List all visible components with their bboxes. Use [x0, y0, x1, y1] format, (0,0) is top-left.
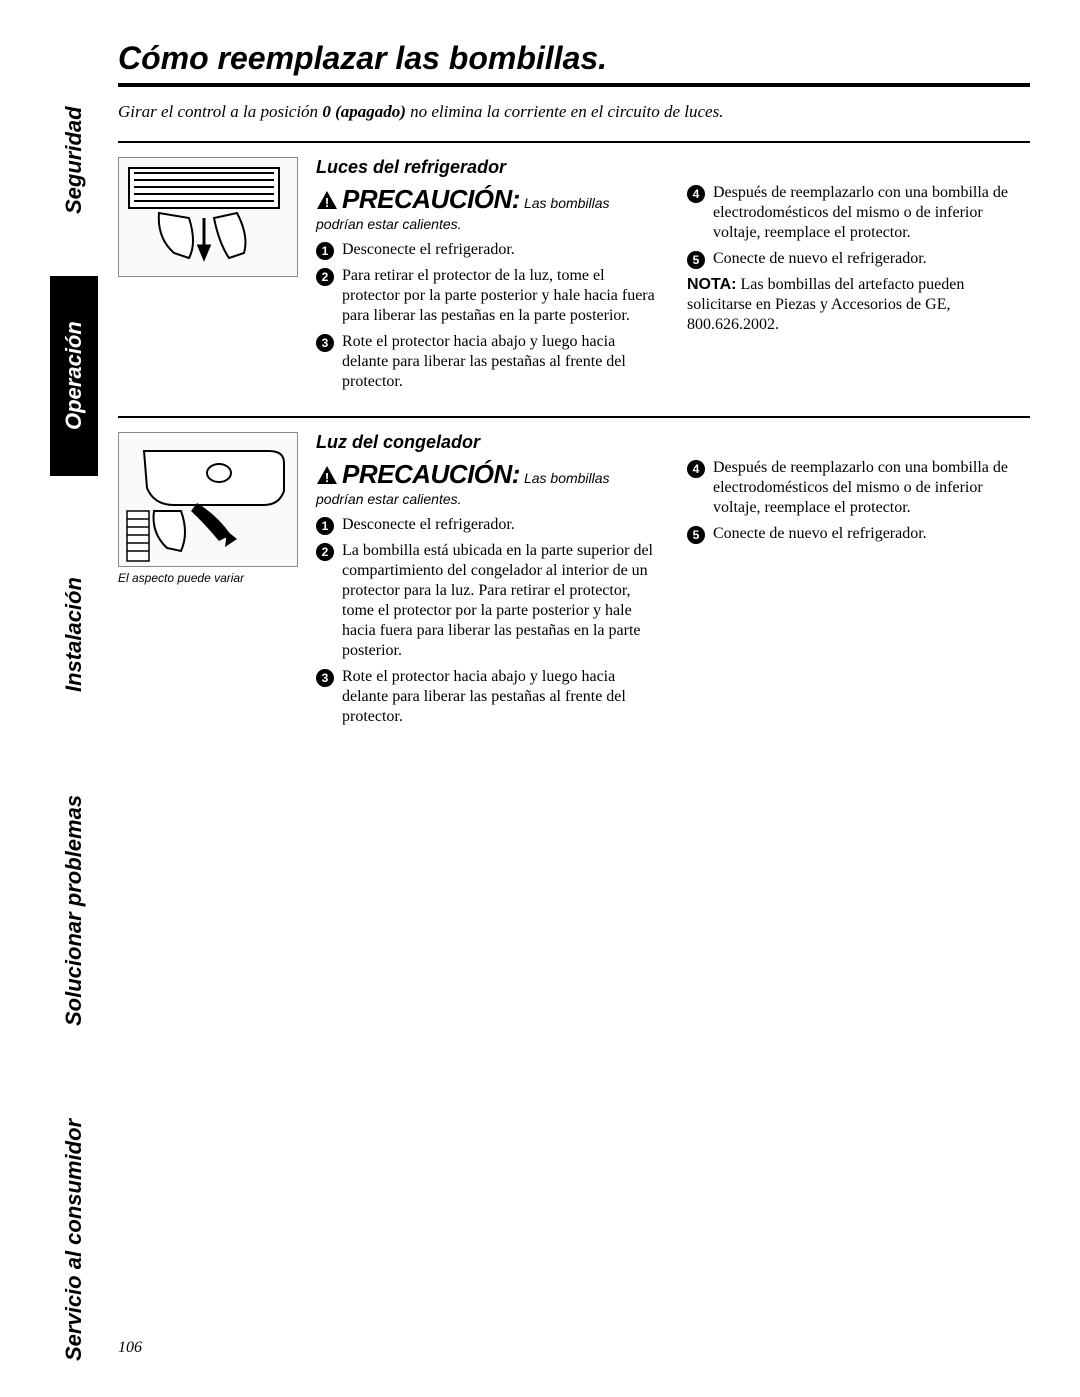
tab-seguridad: Seguridad	[50, 60, 98, 260]
step-5: 5 Conecte de nuevo el refrigerador.	[687, 249, 1030, 269]
content-area: Cómo reemplazar las bombillas. Girar el …	[118, 40, 1030, 733]
bullet-icon: 1	[316, 517, 334, 535]
bullet-icon: 2	[316, 543, 334, 561]
right-column: 4 Después de reemplazarlo con una bombill…	[687, 157, 1030, 398]
bullet-icon: 1	[316, 242, 334, 260]
svg-text:!: !	[325, 470, 329, 485]
step-text: Desconecte el refrigerador.	[342, 240, 515, 260]
step-text: Rote el protector hacia abajo y luego ha…	[342, 332, 659, 392]
intro-bold: 0 (apagado)	[322, 102, 406, 121]
section-heading: Luz del congelador	[316, 432, 659, 453]
bullet-icon: 3	[316, 334, 334, 352]
illustration-freezer-light	[118, 432, 298, 567]
step-text: Para retirar el protector de la luz, tom…	[342, 266, 659, 326]
left-column: Luces del refrigerador ! PRECAUCIÓN: Las…	[316, 157, 659, 398]
page-number: 106	[118, 1339, 142, 1357]
intro-before: Girar el control a la posición	[118, 102, 322, 121]
step-4: 4 Después de reemplazarlo con una bombill…	[687, 183, 1030, 243]
bullet-icon: 5	[687, 526, 705, 544]
caution-continuation: podrían estar calientes.	[316, 491, 659, 507]
note-label: NOTA:	[687, 276, 736, 293]
caution-line: ! PRECAUCIÓN: Las bombillas	[316, 461, 659, 489]
section-heading: Luces del refrigerador	[316, 157, 659, 178]
svg-text:!: !	[325, 195, 329, 210]
image-column: El aspecto puede variar	[118, 432, 298, 733]
warning-icon: !	[316, 465, 338, 489]
image-column	[118, 157, 298, 398]
step-2: 2 Para retirar el protector de la luz, to…	[316, 266, 659, 326]
tab-label: Instalación	[61, 578, 87, 693]
bullet-icon: 4	[687, 460, 705, 478]
tab-operacion: Operación	[50, 276, 98, 476]
step-4: 4 Después de reemplazarlo con una bombill…	[687, 458, 1030, 518]
tab-label: Servicio al consumidor	[61, 1119, 87, 1361]
bullet-icon: 4	[687, 185, 705, 203]
left-column: Luz del congelador ! PRECAUCIÓN: Las bom…	[316, 432, 659, 733]
step-1: 1 Desconecte el refrigerador.	[316, 240, 659, 260]
bullet-icon: 3	[316, 669, 334, 687]
step-text: Conecte de nuevo el refrigerador.	[713, 249, 927, 269]
tab-instalacion: Instalación	[50, 540, 98, 730]
intro-text: Girar el control a la posición 0 (apagad…	[118, 101, 1030, 123]
warning-icon: !	[316, 190, 338, 214]
step-5: 5 Conecte de nuevo el refrigerador.	[687, 524, 1030, 544]
caution-word: PRECAUCIÓN:	[342, 459, 520, 489]
section-rule	[118, 141, 1030, 143]
page-title: Cómo reemplazar las bombillas.	[118, 40, 1030, 77]
step-text: La bombilla está ubicada en la parte sup…	[342, 541, 659, 661]
note: NOTA: Las bombillas del artefacto pueden…	[687, 275, 1030, 335]
step-3: 3 Rote el protector hacia abajo y luego h…	[316, 332, 659, 392]
tab-label: Operación	[61, 322, 87, 431]
step-text: Después de reemplazarlo con una bombilla…	[713, 183, 1030, 243]
image-caption: El aspecto puede variar	[118, 571, 298, 585]
tab-label: Seguridad	[61, 106, 87, 214]
tab-servicio: Servicio al consumidor	[50, 1090, 98, 1390]
step-text: Después de reemplazarlo con una bombilla…	[713, 458, 1030, 518]
step-text: Desconecte el refrigerador.	[342, 515, 515, 535]
bullet-icon: 2	[316, 268, 334, 286]
caution-tail: Las bombillas	[524, 470, 610, 486]
title-rule	[118, 83, 1030, 87]
right-column: 4 Después de reemplazarlo con una bombill…	[687, 432, 1030, 733]
section-freezer-light: El aspecto puede variar Luz del congelad…	[118, 432, 1030, 733]
step-text: Conecte de nuevo el refrigerador.	[713, 524, 927, 544]
step-1: 1 Desconecte el refrigerador.	[316, 515, 659, 535]
caution-continuation: podrían estar calientes.	[316, 216, 659, 232]
section-rule	[118, 416, 1030, 418]
caution-word: PRECAUCIÓN:	[342, 184, 520, 214]
tab-label: Solucionar problemas	[61, 794, 87, 1025]
step-text: Rote el protector hacia abajo y luego ha…	[342, 667, 659, 727]
section-refrigerator-lights: Luces del refrigerador ! PRECAUCIÓN: Las…	[118, 157, 1030, 398]
step-2: 2 La bombilla está ubicada en la parte su…	[316, 541, 659, 661]
bullet-icon: 5	[687, 251, 705, 269]
step-3: 3 Rote el protector hacia abajo y luego h…	[316, 667, 659, 727]
illustration-refrigerator-light	[118, 157, 298, 277]
caution-tail: Las bombillas	[524, 195, 610, 211]
intro-after: no elimina la corriente en el circuito d…	[406, 102, 724, 121]
side-tabs: Seguridad Operación Instalación Solucion…	[50, 40, 98, 1357]
caution-line: ! PRECAUCIÓN: Las bombillas	[316, 186, 659, 214]
tab-solucionar: Solucionar problemas	[50, 750, 98, 1070]
